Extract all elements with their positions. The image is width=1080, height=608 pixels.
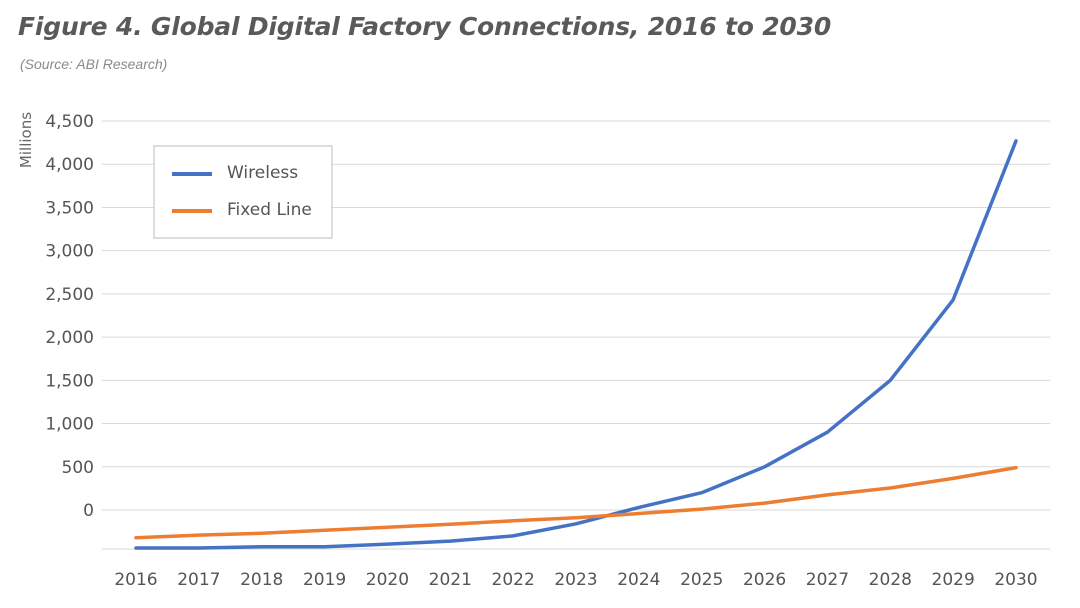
y-tick-label: 4,500 — [45, 112, 94, 132]
gridlines — [102, 120, 1050, 550]
x-tick-label: 2019 — [303, 570, 346, 590]
series-line-fixed-line — [134, 465, 1018, 540]
x-tick-label: 2028 — [869, 570, 912, 590]
series-lines — [134, 139, 1018, 550]
chart-title: Figure 4. Global Digital Factory Connect… — [18, 12, 832, 41]
x-tick-label: 2029 — [932, 570, 975, 590]
x-tick-label: 2017 — [177, 570, 220, 590]
x-tick-label: 2016 — [114, 570, 157, 590]
y-tick-label: 4,000 — [45, 155, 94, 175]
series-line-wireless — [134, 139, 1018, 550]
x-tick-label: 2022 — [492, 570, 535, 590]
x-tick-label: 2018 — [240, 570, 283, 590]
x-tick-label: 2021 — [429, 570, 472, 590]
y-axis-ticks: 4,500 4,000 3,500 3,000 2,500 2,000 1,500 1,000… — [45, 112, 94, 521]
legend-label-fixed-line: Fixed Line — [227, 200, 312, 220]
y-tick-label: 3,000 — [45, 242, 94, 262]
x-tick-label: 2023 — [554, 570, 597, 590]
y-tick-label: 2,000 — [45, 328, 94, 348]
x-tick-label: 2025 — [680, 570, 723, 590]
x-tick-label: 2020 — [366, 570, 409, 590]
x-tick-label: 2027 — [806, 570, 849, 590]
legend-label-wireless: Wireless — [227, 163, 298, 183]
x-tick-label: 2030 — [994, 570, 1037, 590]
y-tick-label: 3,500 — [45, 198, 94, 218]
legend-box — [153, 145, 333, 239]
legend: Wireless Fixed Line — [153, 145, 333, 239]
x-tick-label: 2026 — [743, 570, 786, 590]
y-tick-label: 1,000 — [45, 415, 94, 435]
y-tick-label: 2,500 — [45, 285, 94, 305]
x-tick-label: 2024 — [617, 570, 660, 590]
y-tick-label: 0 — [83, 501, 94, 521]
y-axis-label: Millions — [17, 112, 35, 168]
x-axis-ticks: 2016 2017 2018 2019 2020 2021 2022 2023 2024 2025… — [114, 570, 1037, 590]
y-tick-label: 500 — [62, 458, 94, 478]
chart-subtitle: (Source: ABI Research) — [20, 56, 168, 72]
y-tick-label: 1,500 — [45, 371, 94, 391]
